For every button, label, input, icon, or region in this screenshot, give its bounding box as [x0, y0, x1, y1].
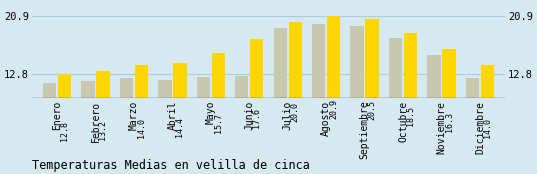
Bar	[427, 55, 441, 166]
Bar	[81, 81, 95, 166]
Bar	[327, 16, 340, 166]
Bar	[466, 78, 480, 166]
Bar	[197, 77, 210, 166]
Text: 18.5: 18.5	[406, 106, 415, 126]
Bar	[273, 28, 287, 166]
Bar	[442, 49, 456, 166]
Bar	[288, 22, 302, 166]
Bar	[235, 76, 249, 166]
Text: 13.2: 13.2	[98, 120, 107, 140]
Bar	[366, 19, 379, 166]
Bar	[404, 33, 417, 166]
Text: 14.4: 14.4	[176, 117, 184, 137]
Bar	[250, 39, 264, 166]
Bar	[351, 26, 364, 166]
Bar	[312, 24, 325, 166]
Text: 15.7: 15.7	[214, 113, 223, 133]
Bar	[158, 80, 171, 166]
Bar	[173, 62, 186, 166]
Text: Temperaturas Medias en velilla de cinca: Temperaturas Medias en velilla de cinca	[32, 159, 310, 172]
Bar	[43, 84, 56, 166]
Text: 20.9: 20.9	[329, 99, 338, 119]
Bar	[481, 65, 494, 166]
Bar	[389, 38, 402, 166]
Bar	[120, 78, 133, 166]
Text: 14.0: 14.0	[483, 118, 492, 138]
Text: 14.0: 14.0	[137, 118, 146, 138]
Bar	[57, 74, 71, 166]
Text: 20.0: 20.0	[291, 102, 300, 122]
Text: 20.5: 20.5	[368, 100, 376, 120]
Bar	[96, 71, 110, 166]
Text: 16.3: 16.3	[445, 112, 454, 132]
Text: 17.6: 17.6	[252, 108, 262, 128]
Bar	[212, 53, 225, 166]
Bar	[135, 65, 148, 166]
Text: 12.8: 12.8	[60, 121, 69, 141]
